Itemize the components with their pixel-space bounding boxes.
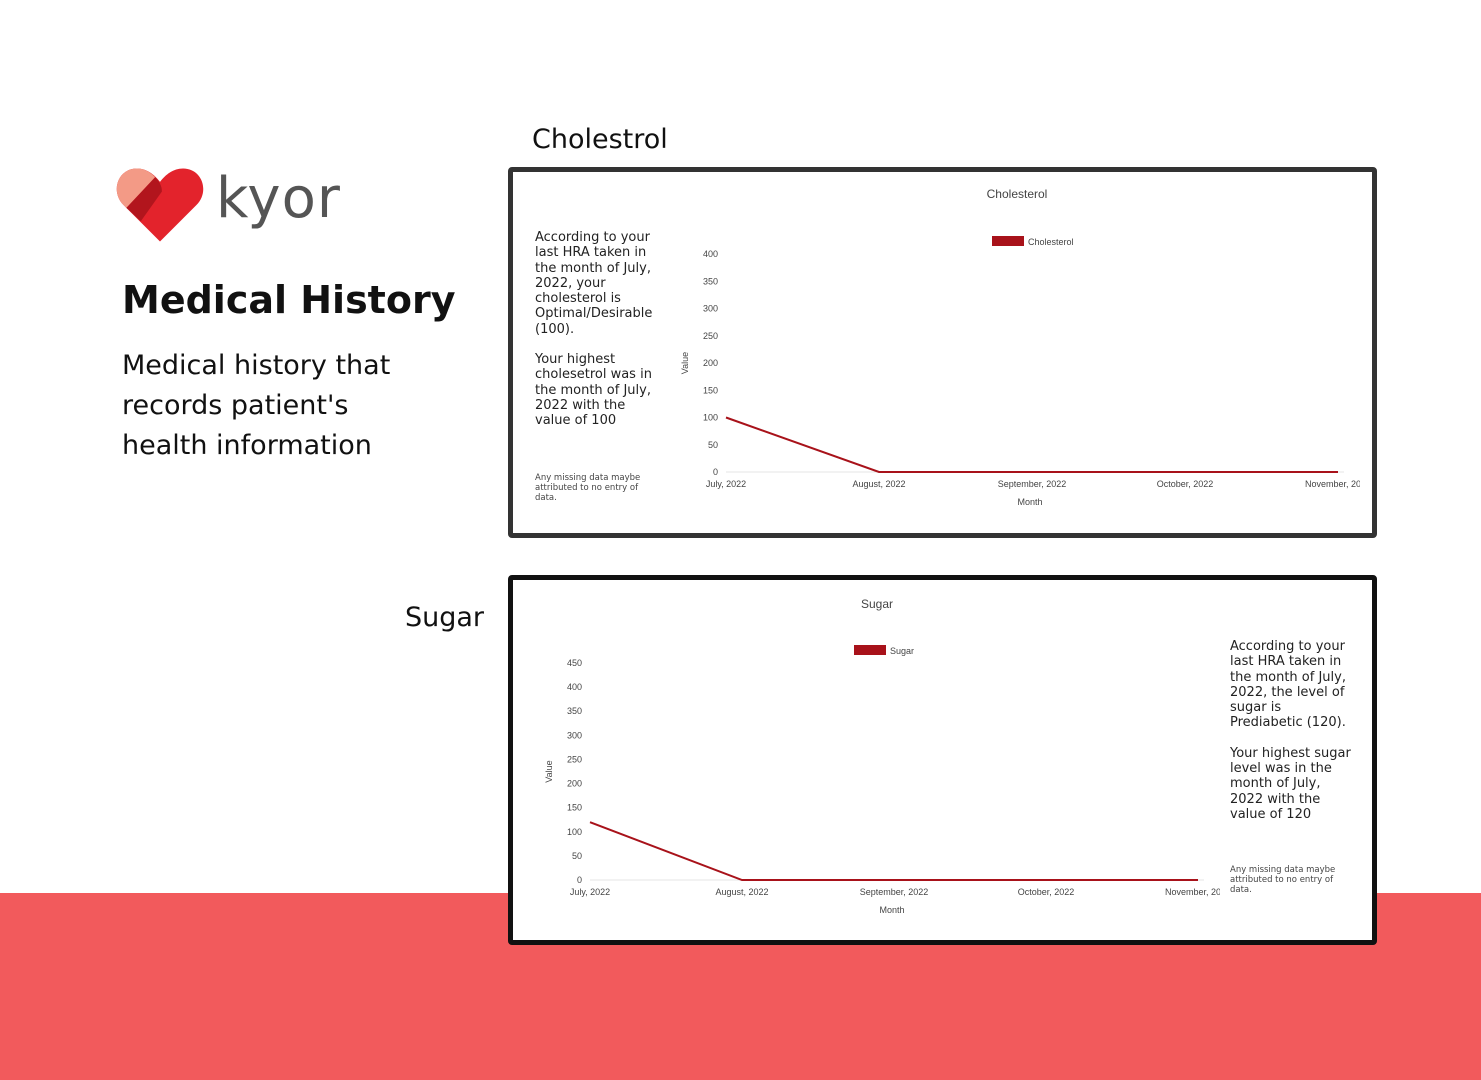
- y-tick-label: 400: [703, 249, 718, 259]
- y-tick-label: 400: [567, 682, 582, 692]
- chart-title: Cholesterol: [987, 187, 1048, 201]
- chart-title: Sugar: [861, 597, 893, 611]
- x-tick-label: September, 2022: [860, 887, 929, 897]
- y-tick-label: 200: [567, 779, 582, 789]
- cholesterol-description-line: According to your last HRA taken in the …: [535, 230, 653, 337]
- y-tick-label: 350: [567, 706, 582, 716]
- y-tick-label: 150: [703, 385, 718, 395]
- x-tick-label: August, 2022: [852, 479, 905, 489]
- x-tick-label: November, 2022: [1165, 887, 1220, 897]
- legend-swatch: [992, 236, 1024, 246]
- y-tick-label: 450: [567, 658, 582, 668]
- y-tick-label: 0: [713, 467, 718, 477]
- x-tick-label: July, 2022: [570, 887, 610, 897]
- cholesterol-description: According to your last HRA taken in the …: [535, 230, 657, 444]
- kyor-heart-logo-icon: [116, 168, 204, 242]
- cholesterol-missing-data-note: Any missing data maybe attributed to no …: [535, 473, 641, 503]
- sugar-panel: [508, 575, 1377, 945]
- x-axis-label: Month: [1017, 497, 1042, 507]
- x-tick-label: September, 2022: [998, 479, 1067, 489]
- y-tick-label: 50: [572, 851, 582, 861]
- sugar-section-label: Sugar: [405, 602, 485, 633]
- x-tick-label: October, 2022: [1018, 887, 1075, 897]
- cholesterol-panel: [508, 167, 1377, 538]
- page-subtitle: Medical history that records patient's h…: [122, 350, 391, 461]
- y-tick-label: 100: [703, 413, 718, 423]
- sugar-description-line: According to your last HRA taken in the …: [1230, 639, 1346, 731]
- page-title: Medical History: [122, 278, 456, 322]
- cholesterol-chart: Cholesterol Cholesterol 0 50 100 150 200 250 300…: [680, 187, 1360, 507]
- y-axis-label: Value: [680, 352, 690, 374]
- x-tick-label: July, 2022: [706, 479, 746, 489]
- series-line: [589, 821, 1198, 881]
- sugar-missing-data-note: Any missing data maybe attributed to no …: [1230, 865, 1336, 895]
- x-tick-label: August, 2022: [715, 887, 768, 897]
- sugar-description-line: Your highest sugar level was in the mont…: [1230, 745, 1351, 822]
- y-tick-label: 150: [567, 803, 582, 813]
- x-axis-label: Month: [879, 905, 904, 915]
- y-tick-label: 50: [708, 440, 718, 450]
- brand-name: kyor: [216, 166, 341, 231]
- y-tick-label: 350: [703, 276, 718, 286]
- y-tick-label: 200: [703, 358, 718, 368]
- sugar-chart: Sugar Sugar 0 50 100 150 200 250 300 350 400 450 Val…: [544, 597, 1220, 915]
- y-tick-label: 100: [567, 827, 582, 837]
- x-tick-label: November, 2022: [1305, 479, 1360, 489]
- cholesterol-section-label: Cholestrol: [532, 124, 668, 155]
- y-tick-label: 250: [703, 331, 718, 341]
- sugar-description: According to your last HRA taken in the …: [1230, 639, 1352, 837]
- y-tick-label: 300: [703, 304, 718, 314]
- series-line: [725, 416, 1338, 473]
- cholesterol-description-line: Your highest cholesetrol was in the mont…: [535, 352, 652, 429]
- x-tick-label: October, 2022: [1157, 479, 1214, 489]
- y-tick-label: 0: [577, 875, 582, 885]
- y-tick-label: 300: [567, 730, 582, 740]
- legend-label: Cholesterol: [1028, 237, 1074, 247]
- y-tick-label: 250: [567, 754, 582, 764]
- legend-label: Sugar: [890, 646, 914, 656]
- legend-swatch: [854, 645, 886, 655]
- y-axis-label: Value: [544, 760, 554, 782]
